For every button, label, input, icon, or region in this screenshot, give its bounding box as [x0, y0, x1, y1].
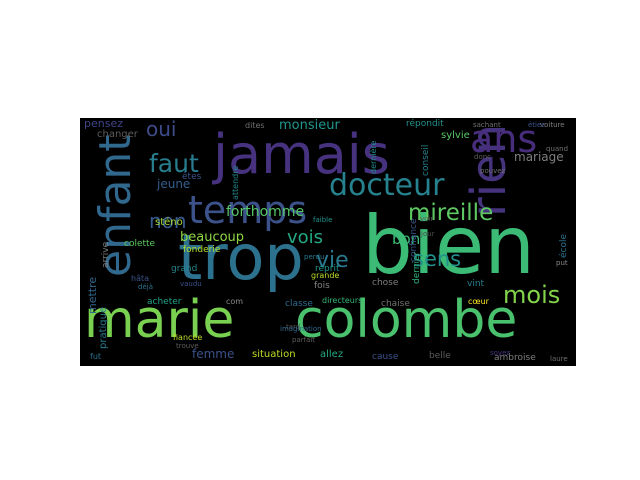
cloud-word: chose [372, 278, 399, 288]
cloud-word: soyez [490, 349, 511, 357]
cloud-word: oui [146, 118, 177, 141]
cloud-word: colette [124, 239, 156, 249]
cloud-word: déjà [138, 283, 153, 291]
cloud-word: fiancée [173, 333, 203, 342]
cloud-word: com [226, 297, 244, 306]
cloud-word: sachant [473, 121, 501, 129]
cloud-word: laure [550, 355, 568, 363]
cloud-word: dites [245, 121, 265, 130]
cloud-word: dernière [369, 140, 378, 174]
cloud-word: école [559, 233, 569, 258]
cloud-word: sylvie [441, 130, 470, 141]
cloud-word: grand [171, 264, 198, 274]
cloud-word: classe [285, 299, 313, 309]
cloud-word: voiture [540, 121, 565, 129]
cloud-word: sténo [155, 217, 183, 228]
cloud-word: marie [84, 290, 235, 350]
cloud-word: dernier [412, 251, 422, 284]
cloud-word: ambroise [494, 353, 536, 363]
cloud-word: vois [287, 227, 324, 248]
word-cloud: jamais bien trop marie colombe temps enfant rie… [80, 118, 576, 366]
cloud-word: femme [192, 347, 235, 361]
cloud-word: put [556, 259, 568, 267]
cloud-word: fois [314, 281, 330, 291]
cloud-word: cause [372, 352, 399, 362]
cloud-word: bon [392, 230, 421, 248]
cloud-word: ans [470, 118, 538, 161]
cloud-word: colombe [295, 290, 518, 350]
cloud-word: répondit [406, 119, 444, 129]
cloud-word: allez [320, 349, 344, 360]
cloud-word: jour [421, 230, 435, 238]
cloud-word: jamais [213, 123, 390, 186]
cloud-word: directeurs [322, 296, 363, 305]
cloud-word: mariage [514, 150, 564, 164]
cloud-word: attendre [231, 165, 240, 200]
cloud-word: étiez [528, 121, 545, 129]
cloud-word: trop [178, 221, 304, 294]
cloud-word: temps [188, 188, 308, 232]
cloud-word: situation [252, 349, 296, 360]
cloud-word: grande [311, 271, 340, 280]
cloud-word: perdu [304, 253, 325, 261]
cloud-word: jeune [157, 177, 191, 191]
cloud-word: tard [286, 323, 301, 331]
cloud-word: hâta [131, 274, 150, 283]
cloud-word: vie [316, 248, 349, 273]
cloud-word: acheter [147, 297, 182, 307]
cloud-word: mois [503, 281, 561, 309]
cloud-word: fonderie [183, 245, 221, 255]
cloud-word: pratique [98, 306, 109, 349]
cloud-word: vaudu [180, 280, 202, 288]
cloud-word: belle [429, 351, 451, 361]
cloud-word: mireille [408, 200, 494, 226]
cloud-word: faut [149, 149, 199, 178]
cloud-word: pouvez [480, 167, 506, 175]
cloud-word: non [149, 209, 187, 233]
cloud-word: bien [362, 199, 535, 292]
cloud-word: voir [420, 215, 434, 223]
cloud-word: docteur [329, 168, 445, 203]
cloud-word: trouve [176, 342, 199, 350]
cloud-word: pensez [84, 118, 123, 130]
cloud-word: parfait [292, 336, 316, 344]
cloud-word: beaucoup [180, 230, 245, 245]
cloud-word: chaise [381, 299, 410, 309]
cloud-word: donc [474, 153, 492, 161]
cloud-word: forthomme [226, 204, 305, 220]
cloud-word: quand [546, 145, 569, 153]
cloud-word: cœur [468, 297, 489, 306]
cloud-word: imagination [280, 325, 322, 333]
cloud-word: mettre [86, 276, 99, 314]
cloud-word: êtes [182, 172, 202, 182]
cloud-word: sens [413, 247, 462, 271]
cloud-word: arrive [101, 241, 111, 268]
cloud-word: fut [90, 352, 102, 361]
cloud-word: vint [467, 279, 485, 289]
cloud-word: conseil [421, 144, 431, 176]
cloud-word: reprit [315, 264, 340, 274]
cloud-word: changer [97, 129, 138, 140]
cloud-word: faible [313, 216, 333, 224]
cloud-word: monsieur [279, 118, 340, 133]
